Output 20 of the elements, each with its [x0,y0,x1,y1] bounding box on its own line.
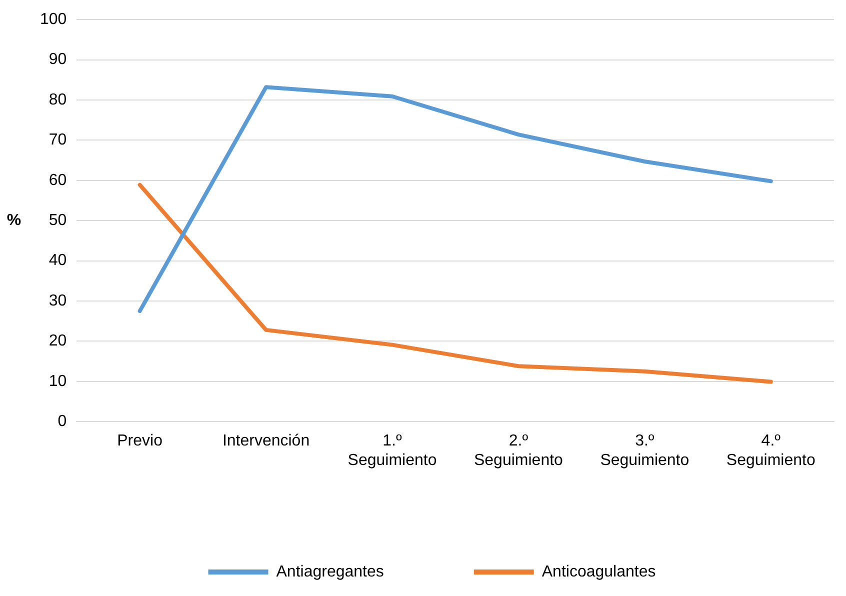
legend-label: Antiagregantes [276,563,384,580]
legend-label: Anticoagulantes [542,563,656,580]
x-tick-label: Previo [117,432,163,450]
x-tick-label: 4.º Seguimiento [726,432,816,469]
y-tick-label: 70 [48,132,67,149]
y-axis-title: % [6,212,22,230]
y-tick-label: 20 [48,332,67,350]
y-tick-label: 80 [48,91,67,108]
x-tick-label: Intervención [222,432,310,450]
x-tick-label: 3.º Seguimiento [600,432,690,469]
y-tick-label: 100 [40,11,67,28]
y-tick-label: 40 [48,252,67,270]
x-tick-label: 1.º Seguimiento [348,432,437,469]
y-tick-label: 50 [48,212,67,230]
y-tick-label: 10 [48,372,67,390]
y-tick-label: 0 [58,413,67,430]
x-tick-label: 2.º Seguimiento [474,432,564,469]
y-tick-label: 30 [48,292,67,310]
y-tick-label: 60 [48,172,67,189]
y-tick-label: 90 [48,51,67,68]
